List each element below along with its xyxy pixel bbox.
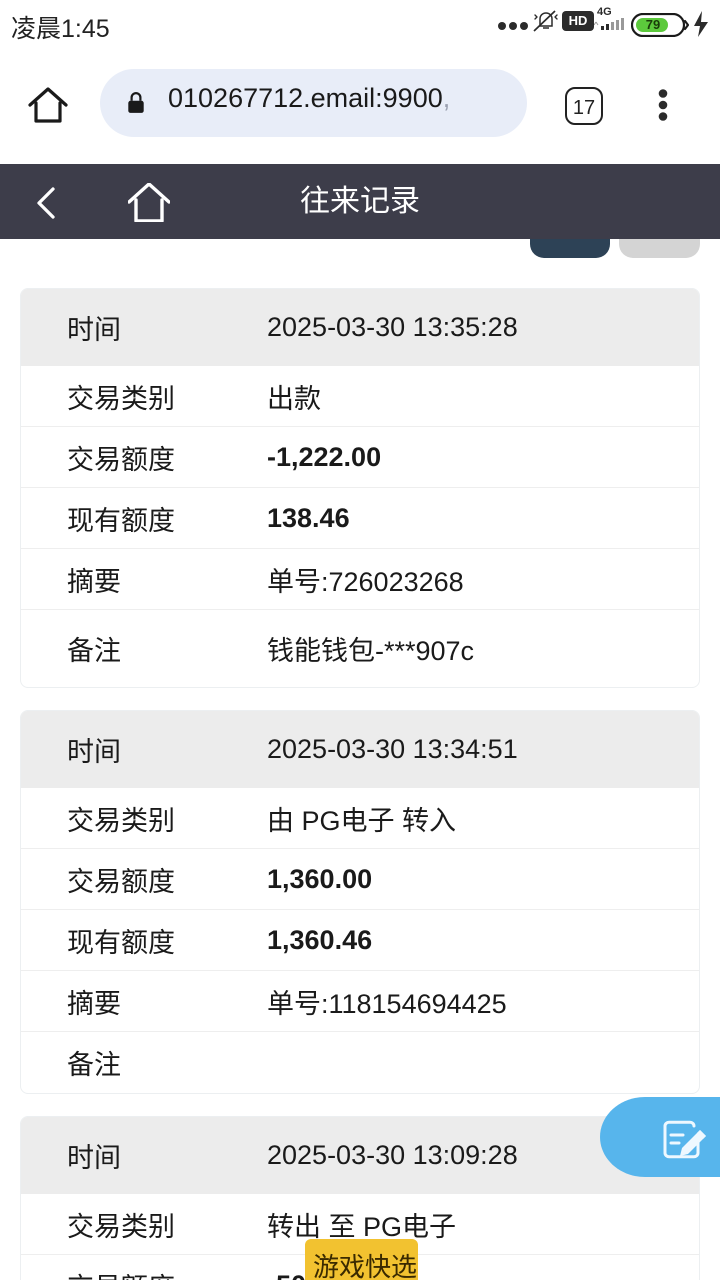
svg-text:79: 79 (646, 17, 660, 32)
